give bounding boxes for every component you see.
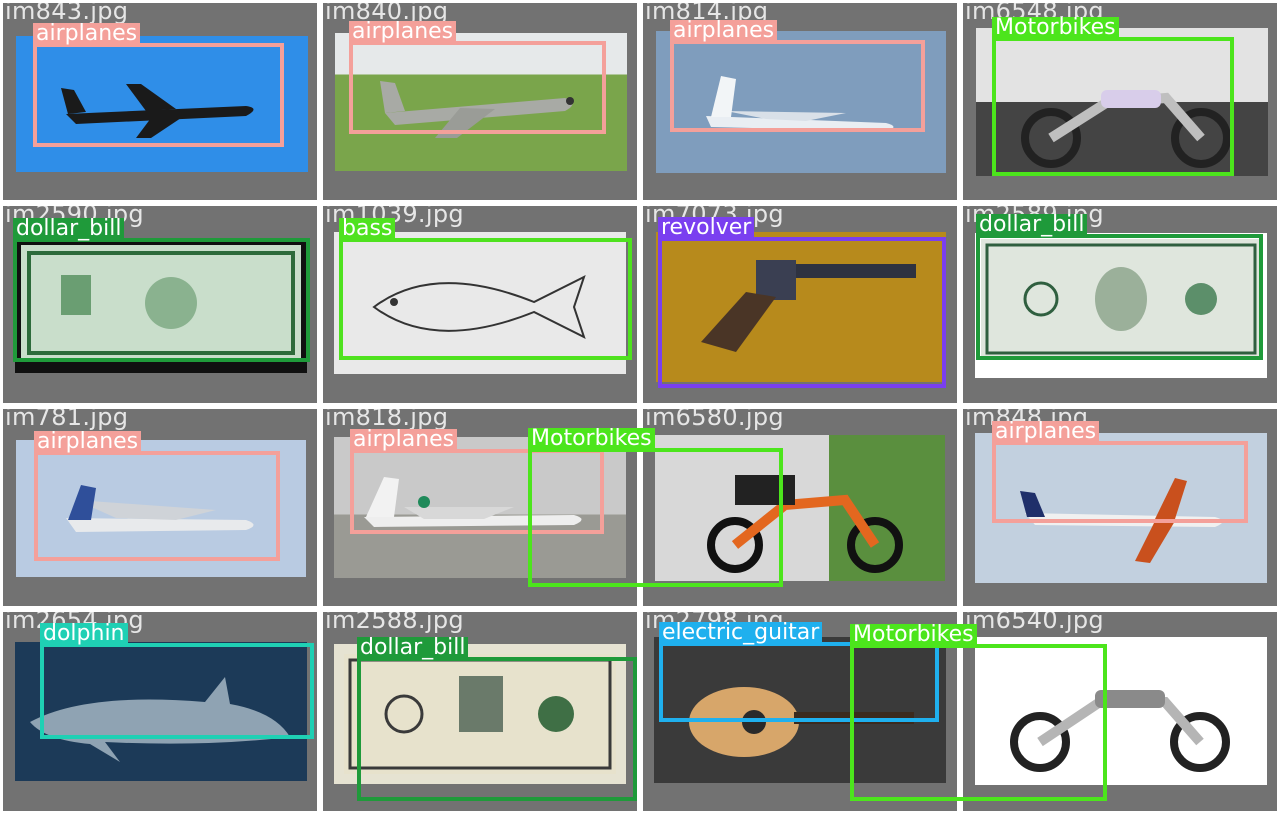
class-label: bass [339, 218, 396, 240]
filename-label: im818.jpg [325, 409, 449, 431]
bounding-box[interactable] [658, 237, 946, 388]
motorbike-icon [1010, 690, 1230, 772]
motorbike-icon [1021, 90, 1231, 168]
bounding-box[interactable] [40, 643, 314, 739]
class-label: Motorbikes [992, 17, 1119, 39]
banknote-icon [981, 239, 1261, 359]
class-label: airplanes [34, 431, 142, 453]
photo [334, 232, 626, 374]
motorbike-icon [707, 475, 903, 573]
image-tile[interactable]: im7073.jpg revolver [643, 206, 957, 403]
class-label: airplanes [992, 421, 1100, 443]
dolphin-icon [30, 677, 290, 762]
class-label: dollar_bill [976, 214, 1088, 236]
class-label: airplanes [670, 20, 778, 42]
filename-label: im814.jpg [645, 3, 769, 25]
image-tile[interactable]: im2590.jpg dollar_bill [3, 206, 317, 403]
photo [16, 440, 306, 577]
class-label: dollar_bill [13, 218, 125, 240]
photo [656, 232, 946, 382]
photo [975, 637, 1267, 785]
photo [976, 28, 1268, 176]
photo [975, 433, 1267, 583]
photo [334, 644, 626, 784]
image-tile[interactable]: im1039.jpg bass [323, 206, 637, 403]
photo [335, 33, 627, 171]
filename-label: im840.jpg [325, 3, 449, 25]
bounding-box[interactable] [350, 449, 604, 534]
banknote-icon [344, 654, 616, 774]
photo [975, 233, 1267, 378]
bounding-box[interactable] [992, 441, 1248, 523]
filename-label: im843.jpg [5, 3, 129, 25]
image-tile[interactable]: im781.jpg airplanes [3, 409, 317, 606]
airplane-icon [66, 485, 254, 532]
image-tile[interactable]: im843.jpg airplanes [3, 3, 317, 200]
photo [655, 435, 945, 581]
photo [16, 36, 308, 172]
image-tile[interactable]: im840.jpg airplanes [323, 3, 637, 200]
bounding-box[interactable] [33, 43, 284, 147]
image-tile[interactable]: im6580.jpg [643, 409, 957, 606]
fish-icon [372, 275, 586, 339]
class-label: dolphin [40, 623, 128, 645]
photo [15, 642, 307, 781]
image-tile[interactable]: im814.jpg airplanes [643, 3, 957, 200]
bounding-box[interactable] [659, 642, 939, 722]
image-tile[interactable]: im2588.jpg dollar_bill [323, 612, 637, 811]
banknote-icon [21, 245, 301, 361]
photo [15, 239, 307, 373]
class-label: airplanes [349, 21, 457, 43]
class-label: dollar_bill [357, 637, 469, 659]
airplane-icon [1020, 478, 1223, 563]
bounding-box[interactable] [339, 238, 632, 360]
bounding-box[interactable] [357, 657, 637, 801]
photo [656, 31, 946, 173]
filename-label: im2588.jpg [325, 612, 464, 634]
revolver-icon [701, 260, 916, 352]
bounding-box[interactable] [850, 644, 1107, 801]
bounding-box[interactable] [349, 41, 606, 134]
image-tile[interactable]: im2654.jpg dolphin [3, 612, 317, 811]
image-tile[interactable]: im6540.jpg [963, 612, 1277, 811]
bounding-box[interactable] [13, 238, 310, 362]
airplane-icon [61, 84, 254, 138]
class-label: electric_guitar [659, 622, 823, 644]
bounding-box[interactable] [528, 448, 783, 587]
class-label: revolver [658, 217, 755, 239]
airplane-icon [706, 76, 894, 131]
image-tile[interactable]: im2589.jpg dollar_bill [963, 206, 1277, 403]
image-tile[interactable]: im848.jpg airplanes [963, 409, 1277, 606]
bounding-box[interactable] [976, 234, 1263, 360]
bounding-box[interactable] [670, 40, 925, 132]
class-label: airplanes [33, 23, 141, 45]
filename-label: im6580.jpg [645, 409, 784, 431]
image-tile[interactable]: im6548.jpg Motorbikes [963, 3, 1277, 200]
bounding-box[interactable] [34, 451, 280, 561]
class-label: Motorbikes [850, 624, 977, 646]
filename-label: im781.jpg [5, 409, 129, 431]
photo [334, 437, 626, 578]
airplane-icon [364, 477, 582, 527]
bounding-box[interactable] [992, 37, 1234, 176]
class-label: Motorbikes [528, 428, 655, 450]
class-label: airplanes [350, 429, 458, 451]
filename-label: im6540.jpg [965, 612, 1104, 634]
